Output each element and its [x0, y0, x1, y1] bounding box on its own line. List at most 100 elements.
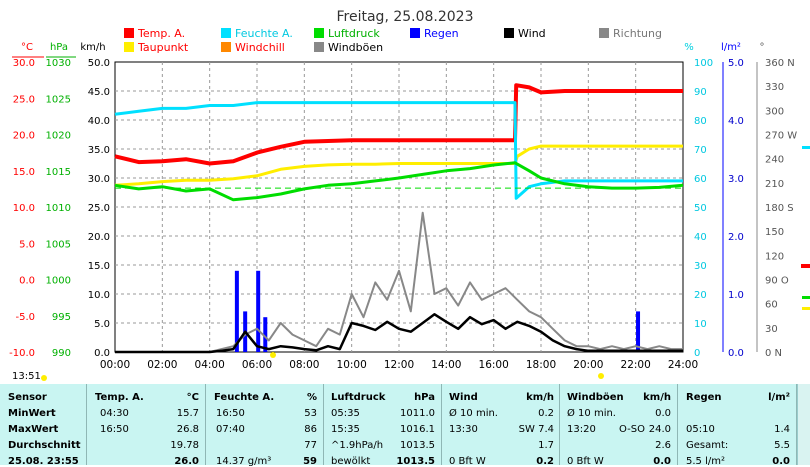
legend-swatch-6 — [124, 42, 134, 52]
tick-celsius-2: 20.0 — [13, 131, 35, 142]
stats-hum-value-1: 86 — [304, 424, 317, 435]
legend-label-8: Windböen — [328, 41, 383, 54]
stats-press-time-1: 15:35 — [331, 424, 360, 435]
stats-wind-value-0: 0.2 — [538, 408, 554, 419]
timestamp: 13:51 — [12, 371, 41, 382]
tick-time-1: 02:00 — [147, 359, 177, 369]
stats-hum-time-3: 14.37 g/m³ — [216, 456, 272, 467]
stats-press-time-0: 05:35 — [331, 408, 360, 419]
legend-swatch-1 — [221, 28, 231, 38]
tick-celsius-3: 15.0 — [13, 167, 35, 178]
legend-swatch-2 — [314, 28, 324, 38]
tick-celsius-0: 30.0 — [13, 58, 35, 69]
legend-swatch-7 — [221, 42, 231, 52]
chart-title: Freitag, 25.08.2023 — [337, 9, 474, 25]
tick-time-7: 14:00 — [431, 359, 461, 369]
statistics-table: Sensor Temp. A. °C Feuchte A.% Luftdruck hPa W… — [0, 384, 797, 467]
stats-column-5 — [560, 384, 678, 465]
tick-time-3: 06:00 — [242, 359, 272, 369]
tick-kmh-7: 15.0 — [88, 261, 110, 272]
stats-column-1 — [87, 384, 206, 465]
legend-label-7: Windchill — [235, 41, 285, 54]
tick-kmh-10: 0.0 — [94, 348, 110, 359]
axis-unit-0: °C — [21, 42, 33, 53]
tick-kmh-6: 20.0 — [88, 232, 110, 243]
tick-hpa-3: 1015 — [46, 167, 71, 178]
tick-celsius-7: -5.0 — [15, 312, 35, 323]
stats-hum-time-1: 07:40 — [216, 424, 245, 435]
marker-dot-left — [41, 375, 47, 381]
tick-direction-8: 120 — [765, 251, 784, 262]
right-scroll-edge — [797, 384, 810, 465]
stats-wind-time-3: 0 Bft W — [449, 456, 486, 467]
stats-column-3 — [324, 384, 442, 465]
stats-gust-dir-1: O-SO — [619, 424, 645, 435]
axis-unit-5: ° — [760, 42, 765, 53]
stats-temp-time-1: 16:50 — [100, 424, 129, 435]
stats-temp-value-1: 26.8 — [176, 424, 199, 435]
tick-direction-2: 300 — [765, 106, 784, 117]
tick-celsius-1: 25.0 — [13, 94, 35, 105]
tick-percent-8: 20 — [694, 290, 707, 301]
tick-percent-7: 30 — [694, 261, 707, 272]
tick-time-8: 16:00 — [479, 359, 509, 369]
tick-time-5: 10:00 — [337, 359, 367, 369]
legend-swatch-0 — [124, 28, 134, 38]
tick-rain-1: 4.0 — [728, 116, 744, 127]
tick-kmh-9: 5.0 — [94, 319, 110, 330]
stats-temp-value-3: 26.0 — [174, 456, 199, 467]
tick-hpa-8: 990 — [52, 348, 71, 359]
legend-swatch-3 — [410, 28, 420, 38]
series-line-1 — [114, 144, 683, 187]
tick-time-12: 24:00 — [668, 359, 698, 369]
tick-time-10: 20:00 — [573, 359, 603, 369]
stats-header-wind-unit: km/h — [526, 392, 554, 403]
axes: °C hPa km/h% l/m² ° 30.0 25.0 20.0 15.0 10.0 5.0 0.… — [9, 42, 810, 369]
tick-time-2: 04:00 — [195, 359, 225, 369]
stats-wind-value-2: 1.7 — [538, 440, 554, 451]
series-line-3 — [114, 161, 684, 202]
axis-unit-2: km/h — [80, 42, 105, 53]
stats-temp-time-0: 04:30 — [100, 408, 129, 419]
marker-dot-sunset — [598, 373, 604, 379]
legend-label-1: Feuchte A. — [235, 27, 293, 40]
tick-direction-9: 90 O — [765, 276, 789, 287]
tick-kmh-8: 10.0 — [88, 290, 110, 301]
stats-column-6 — [678, 384, 797, 465]
stats-gust-value-3: 0.0 — [653, 456, 671, 467]
stats-press-value-3: 1013.5 — [396, 456, 435, 467]
tick-direction-7: 150 — [765, 227, 784, 238]
stats-column-4 — [442, 384, 560, 465]
stats-header-temp: Temp. A. — [95, 392, 144, 403]
stats-gust-time-1: 13:20 — [567, 424, 596, 435]
tick-time-11: 22:00 — [621, 359, 651, 369]
tick-percent-0: 100 — [694, 58, 713, 69]
tick-direction-0: 360 N — [765, 58, 795, 69]
axis-unit-1: hPa — [50, 42, 68, 53]
series-line-0 — [114, 83, 683, 166]
legend-label-2: Luftdruck — [328, 27, 380, 40]
stats-row-label-3: 25.08. 23:55 — [8, 456, 79, 467]
tick-celsius-6: 0.0 — [19, 276, 35, 287]
tick-rain-4: 1.0 — [728, 290, 744, 301]
tick-rain-5: 0.0 — [728, 348, 744, 359]
stats-header-temp-unit: °C — [186, 392, 199, 403]
tick-celsius-5: 5.0 — [19, 239, 35, 250]
stats-row-label-2: Durchschnitt — [8, 440, 81, 451]
stats-press-value-1: 1016.1 — [400, 424, 435, 435]
stats-rain-time-3: 5.5 l/m² — [686, 456, 725, 467]
stats-press-time-3: bewölkt — [331, 456, 371, 467]
stats-header-wind: Wind — [449, 392, 478, 403]
tick-direction-12: 0 N — [765, 348, 782, 359]
stats-press-time-2: ^1.9hPa/h — [331, 440, 384, 451]
stats-header-humidity: Feuchte A. — [214, 392, 275, 403]
legend-label-3: Regen — [424, 27, 459, 40]
right-marker-pressure — [802, 296, 810, 299]
tick-percent-1: 90 — [694, 87, 707, 98]
tick-percent-5: 50 — [694, 203, 707, 214]
tick-percent-2: 80 — [694, 116, 707, 127]
stats-header-rain: Regen — [686, 392, 722, 403]
stats-wind-time-0: Ø 10 min. — [449, 408, 498, 419]
tick-kmh-2: 40.0 — [88, 116, 110, 127]
axis-unit-4: l/m² — [721, 42, 741, 53]
